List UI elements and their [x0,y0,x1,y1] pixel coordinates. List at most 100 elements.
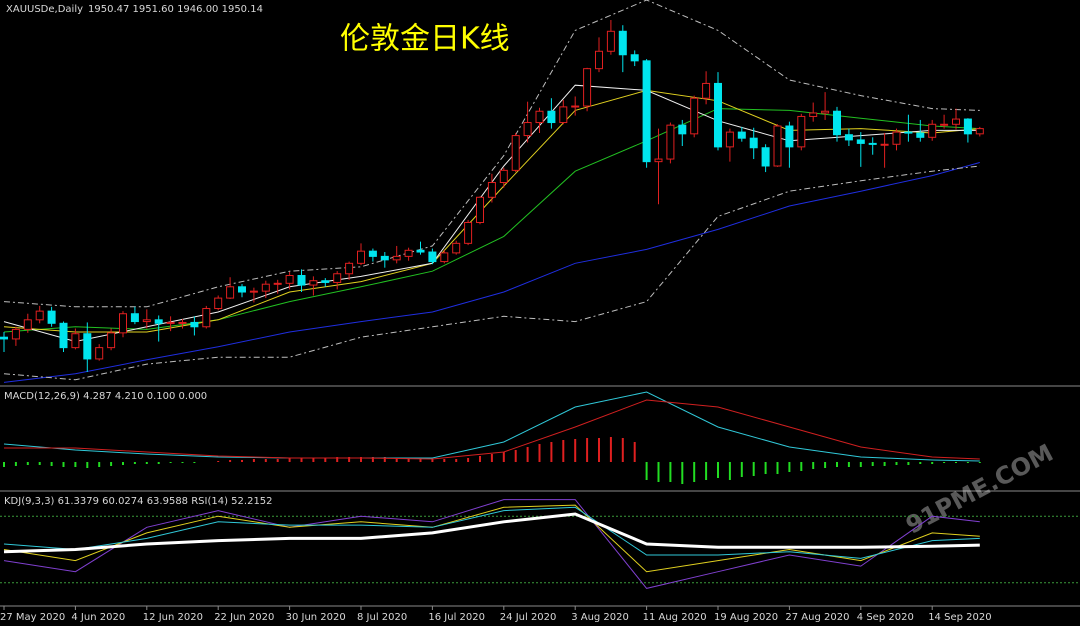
candle-body [357,250,365,264]
candle-body [392,255,401,261]
candle-body [642,60,651,163]
candle-body [975,128,984,135]
candle-body [487,182,496,198]
candle-body [880,143,889,146]
candle-body [797,115,806,148]
candle-body [142,319,151,323]
candle-body [714,82,722,148]
candle-body [618,30,627,56]
candle-body [273,282,282,285]
candle-body [452,242,461,254]
candle-body [892,131,901,145]
indicator-line [3,499,980,589]
x-tick-label: 11 Aug 2020 [643,612,707,623]
candle-body [666,124,675,160]
candle-body [606,30,615,52]
chart-title: 伦敦金日K线 [340,22,510,57]
candle-body [856,139,865,144]
candle-body [71,333,80,349]
candle-body [583,68,592,107]
candle-body [559,106,568,124]
candle-body [35,310,44,321]
x-tick-label: 27 Aug 2020 [785,612,849,623]
indicator-line [3,504,980,573]
indicator-line [3,391,980,462]
candle-body [0,336,8,340]
symbol-label: XAUUSDe,Daily [6,4,83,15]
x-tick-label: 27 May 2020 [0,612,65,623]
candle-body [59,322,68,349]
candle-body [285,274,294,284]
candle-body [47,310,56,324]
candle-body [119,313,127,334]
indicator-line [3,0,980,308]
candle-body [654,158,663,163]
candle-body [702,82,711,99]
candle-body [761,147,770,167]
candle-body [916,132,925,138]
candle-body [238,286,246,293]
candle-body [547,110,556,124]
candle-body [226,286,235,299]
candle-body [464,221,473,244]
indicator-line [4,399,980,460]
indicator-line [3,512,980,554]
candle-body [868,142,877,145]
candle-body [511,135,520,171]
candle-body [190,321,199,328]
indicator-line [3,506,980,559]
kdj-label: KDJ(9,3,3) 61.3379 60.0274 63.9588 RSI(1… [4,496,273,507]
candle-body [821,110,830,114]
candle-body [333,273,342,283]
candle-body [178,321,187,324]
candle-body [23,319,32,330]
candle-body [928,123,937,138]
candle-body [83,333,92,360]
candle-body [690,97,699,135]
candle-body [725,131,734,148]
candle-body [904,131,913,134]
candle-body [130,313,139,323]
candle-body [297,274,306,286]
candle-body [630,54,639,62]
candle-body [404,249,413,257]
candle-body [107,332,116,349]
candle-body [440,252,449,263]
candle-body [963,118,972,135]
x-tick-label: 30 Jun 2020 [286,612,346,623]
quote-label: 1950.47 1951.60 1946.00 1950.14 [88,4,263,15]
candle-body [476,196,484,223]
candle-body [844,134,853,141]
candle-body [940,123,949,126]
x-tick-label: 22 Jun 2020 [214,612,274,623]
candle-body [595,50,603,70]
candle-body [499,169,508,184]
x-tick-label: 19 Aug 2020 [714,612,778,623]
x-tick-label: 16 Jul 2020 [428,612,485,623]
indicator-line [3,165,980,381]
candle-body [737,131,746,139]
candle-body [571,105,580,108]
candle-body [11,328,20,340]
x-tick-label: 8 Jul 2020 [357,612,407,623]
candle-body [380,255,389,261]
candle-body [154,319,163,324]
candle-body [95,347,104,360]
candle-body [535,110,544,124]
x-tick-label: 14 Sep 2020 [928,612,991,623]
x-tick-label: 4 Jun 2020 [71,612,125,623]
x-tick-label: 12 Jun 2020 [143,612,203,623]
candle-body [321,280,330,283]
candle-body [368,250,377,257]
candle-body [749,137,758,149]
indicator-line [3,162,980,383]
candle-body [214,297,223,310]
candle-body [309,280,318,286]
candle-body [416,249,425,253]
x-tick-label: 24 Jul 2020 [500,612,557,623]
x-tick-label: 4 Sep 2020 [857,612,914,623]
candle-body [523,122,532,137]
